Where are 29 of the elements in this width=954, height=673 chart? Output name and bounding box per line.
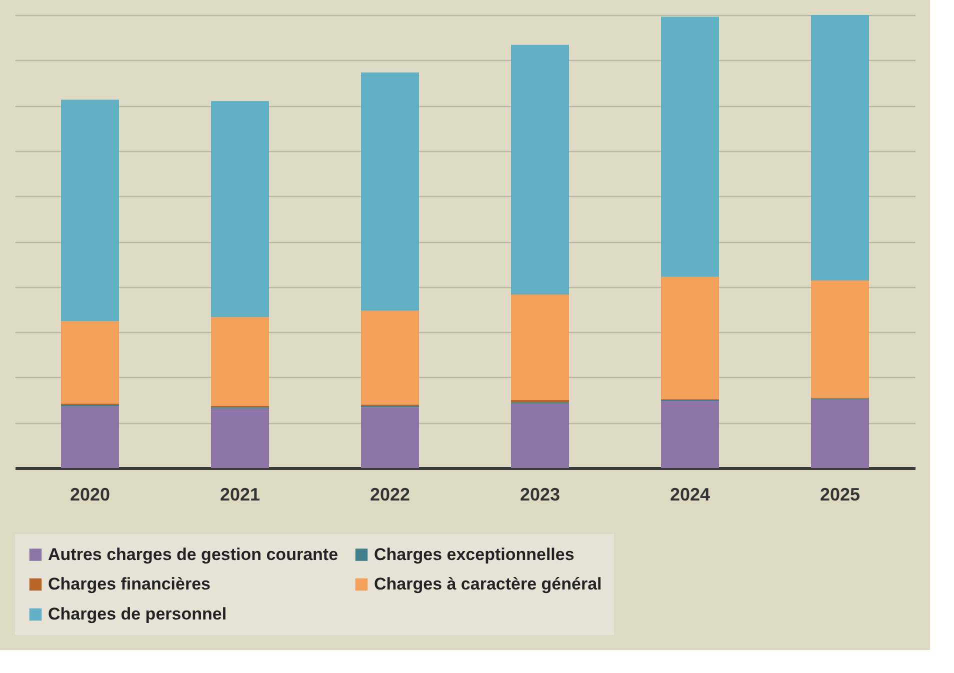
x-tick-label: 2020 <box>70 484 110 504</box>
bar <box>61 406 119 468</box>
legend-label: Charges à caractère général <box>374 574 602 594</box>
bar <box>511 44 569 294</box>
bar <box>61 321 119 404</box>
bar <box>661 276 719 400</box>
x-tick-label: 2023 <box>520 484 560 504</box>
bar <box>211 317 269 406</box>
bar <box>811 15 869 280</box>
legend-label: Charges financières <box>48 574 211 594</box>
bar <box>211 408 269 468</box>
legend-label: Charges de personnel <box>48 604 227 624</box>
bar <box>811 280 869 398</box>
legend-label: Charges exceptionnelles <box>374 544 574 564</box>
bar <box>361 407 419 468</box>
bar <box>661 400 719 468</box>
bar <box>61 100 119 322</box>
bar <box>211 101 269 318</box>
legend-label: Autres charges de gestion courante <box>48 544 338 564</box>
x-tick-label: 2024 <box>670 484 710 504</box>
bar <box>661 16 719 277</box>
x-tick-label: 2025 <box>820 484 860 504</box>
x-tick-label: 2022 <box>370 484 410 504</box>
bar <box>361 310 419 405</box>
bar <box>511 294 569 400</box>
x-tick-label: 2021 <box>220 484 260 504</box>
bar <box>361 72 419 311</box>
bar <box>811 400 869 468</box>
bar <box>511 404 569 468</box>
